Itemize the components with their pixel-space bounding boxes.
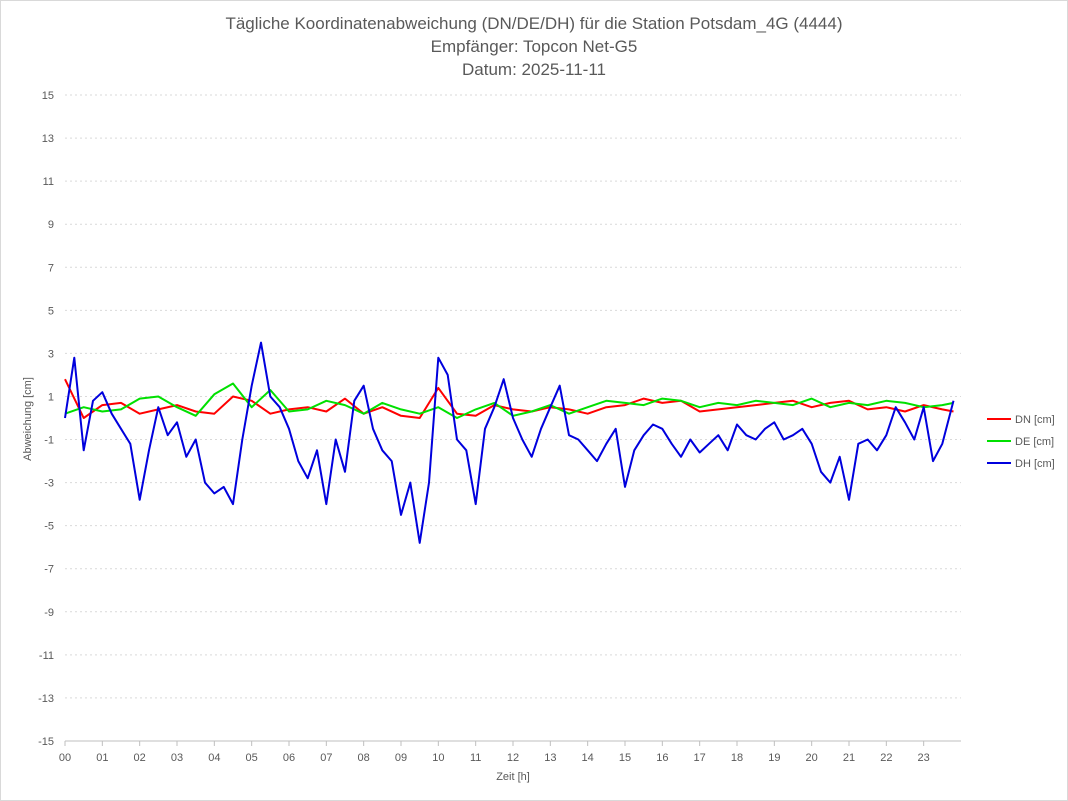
- legend-label-dh: DH [cm]: [1015, 458, 1055, 470]
- x-tick-label: 04: [208, 752, 220, 764]
- x-tick-label: 21: [843, 752, 855, 764]
- series-line-dn: [64, 378, 954, 419]
- x-tick-label: 05: [246, 752, 258, 764]
- x-tick-label: 08: [358, 752, 370, 764]
- x-tick-label: 10: [432, 752, 444, 764]
- x-axis-ticks: 00 01 02 03 04 05 06 07 08 09 10 11 12 13 14 15 16 17 18 19…: [59, 741, 930, 764]
- y-tick-label: -7: [44, 564, 54, 576]
- x-tick-label: 18: [731, 752, 743, 764]
- x-tick-label: 16: [656, 752, 668, 764]
- y-tick-label: 9: [48, 219, 54, 231]
- chart-title-line-3: Datum: 2025-11-11: [462, 60, 606, 79]
- x-tick-label: 15: [619, 752, 631, 764]
- legend-label-de: DE [cm]: [1015, 436, 1054, 448]
- chart-title-line-2: Empfänger: Topcon Net-G5: [431, 37, 638, 56]
- y-axis-ticks: 15 13 11 9 7 5 3 1 -1 -3 -5 -7 -9 -11 -13 -15: [38, 90, 54, 748]
- x-tick-label: 11: [470, 752, 481, 764]
- series-lines: [64, 341, 955, 544]
- x-tick-label: 22: [880, 752, 892, 764]
- x-tick-label: 01: [96, 752, 108, 764]
- x-axis-label: Zeit [h]: [496, 771, 530, 783]
- x-tick-label: 14: [582, 752, 594, 764]
- y-tick-label: 3: [48, 348, 54, 360]
- y-tick-label: -9: [44, 607, 54, 619]
- x-tick-label: 07: [320, 752, 332, 764]
- y-tick-label: 7: [48, 262, 54, 274]
- x-tick-label: 19: [768, 752, 780, 764]
- series-line-dh: [64, 341, 955, 544]
- x-tick-label: 09: [395, 752, 407, 764]
- y-tick-label: 1: [48, 391, 54, 403]
- x-tick-label: 20: [806, 752, 818, 764]
- y-tick-label: 15: [42, 90, 54, 102]
- x-tick-label: 12: [507, 752, 519, 764]
- x-tick-label: 06: [283, 752, 295, 764]
- x-tick-label: 00: [59, 752, 71, 764]
- y-tick-label: 5: [48, 305, 54, 317]
- x-tick-label: 02: [134, 752, 146, 764]
- x-tick-label: 23: [918, 752, 930, 764]
- y-tick-label: -1: [44, 435, 54, 447]
- x-tick-label: 03: [171, 752, 183, 764]
- y-tick-label: 13: [42, 133, 54, 145]
- y-tick-label: -15: [38, 736, 54, 748]
- x-tick-label: 17: [694, 752, 706, 764]
- legend: DN [cm] DE [cm] DH [cm]: [987, 414, 1055, 470]
- legend-label-dn: DN [cm]: [1015, 414, 1055, 426]
- y-tick-label: -11: [39, 650, 54, 662]
- y-tick-label: 11: [43, 176, 54, 188]
- y-tick-label: -13: [38, 693, 54, 705]
- y-tick-label: -3: [44, 478, 54, 490]
- x-tick-label: 13: [544, 752, 556, 764]
- chart-title-line-1: Tägliche Koordinatenabweichung (DN/DE/DH…: [225, 14, 842, 33]
- y-tick-label: -5: [44, 521, 54, 533]
- y-axis-label: Abweichung [cm]: [22, 377, 34, 461]
